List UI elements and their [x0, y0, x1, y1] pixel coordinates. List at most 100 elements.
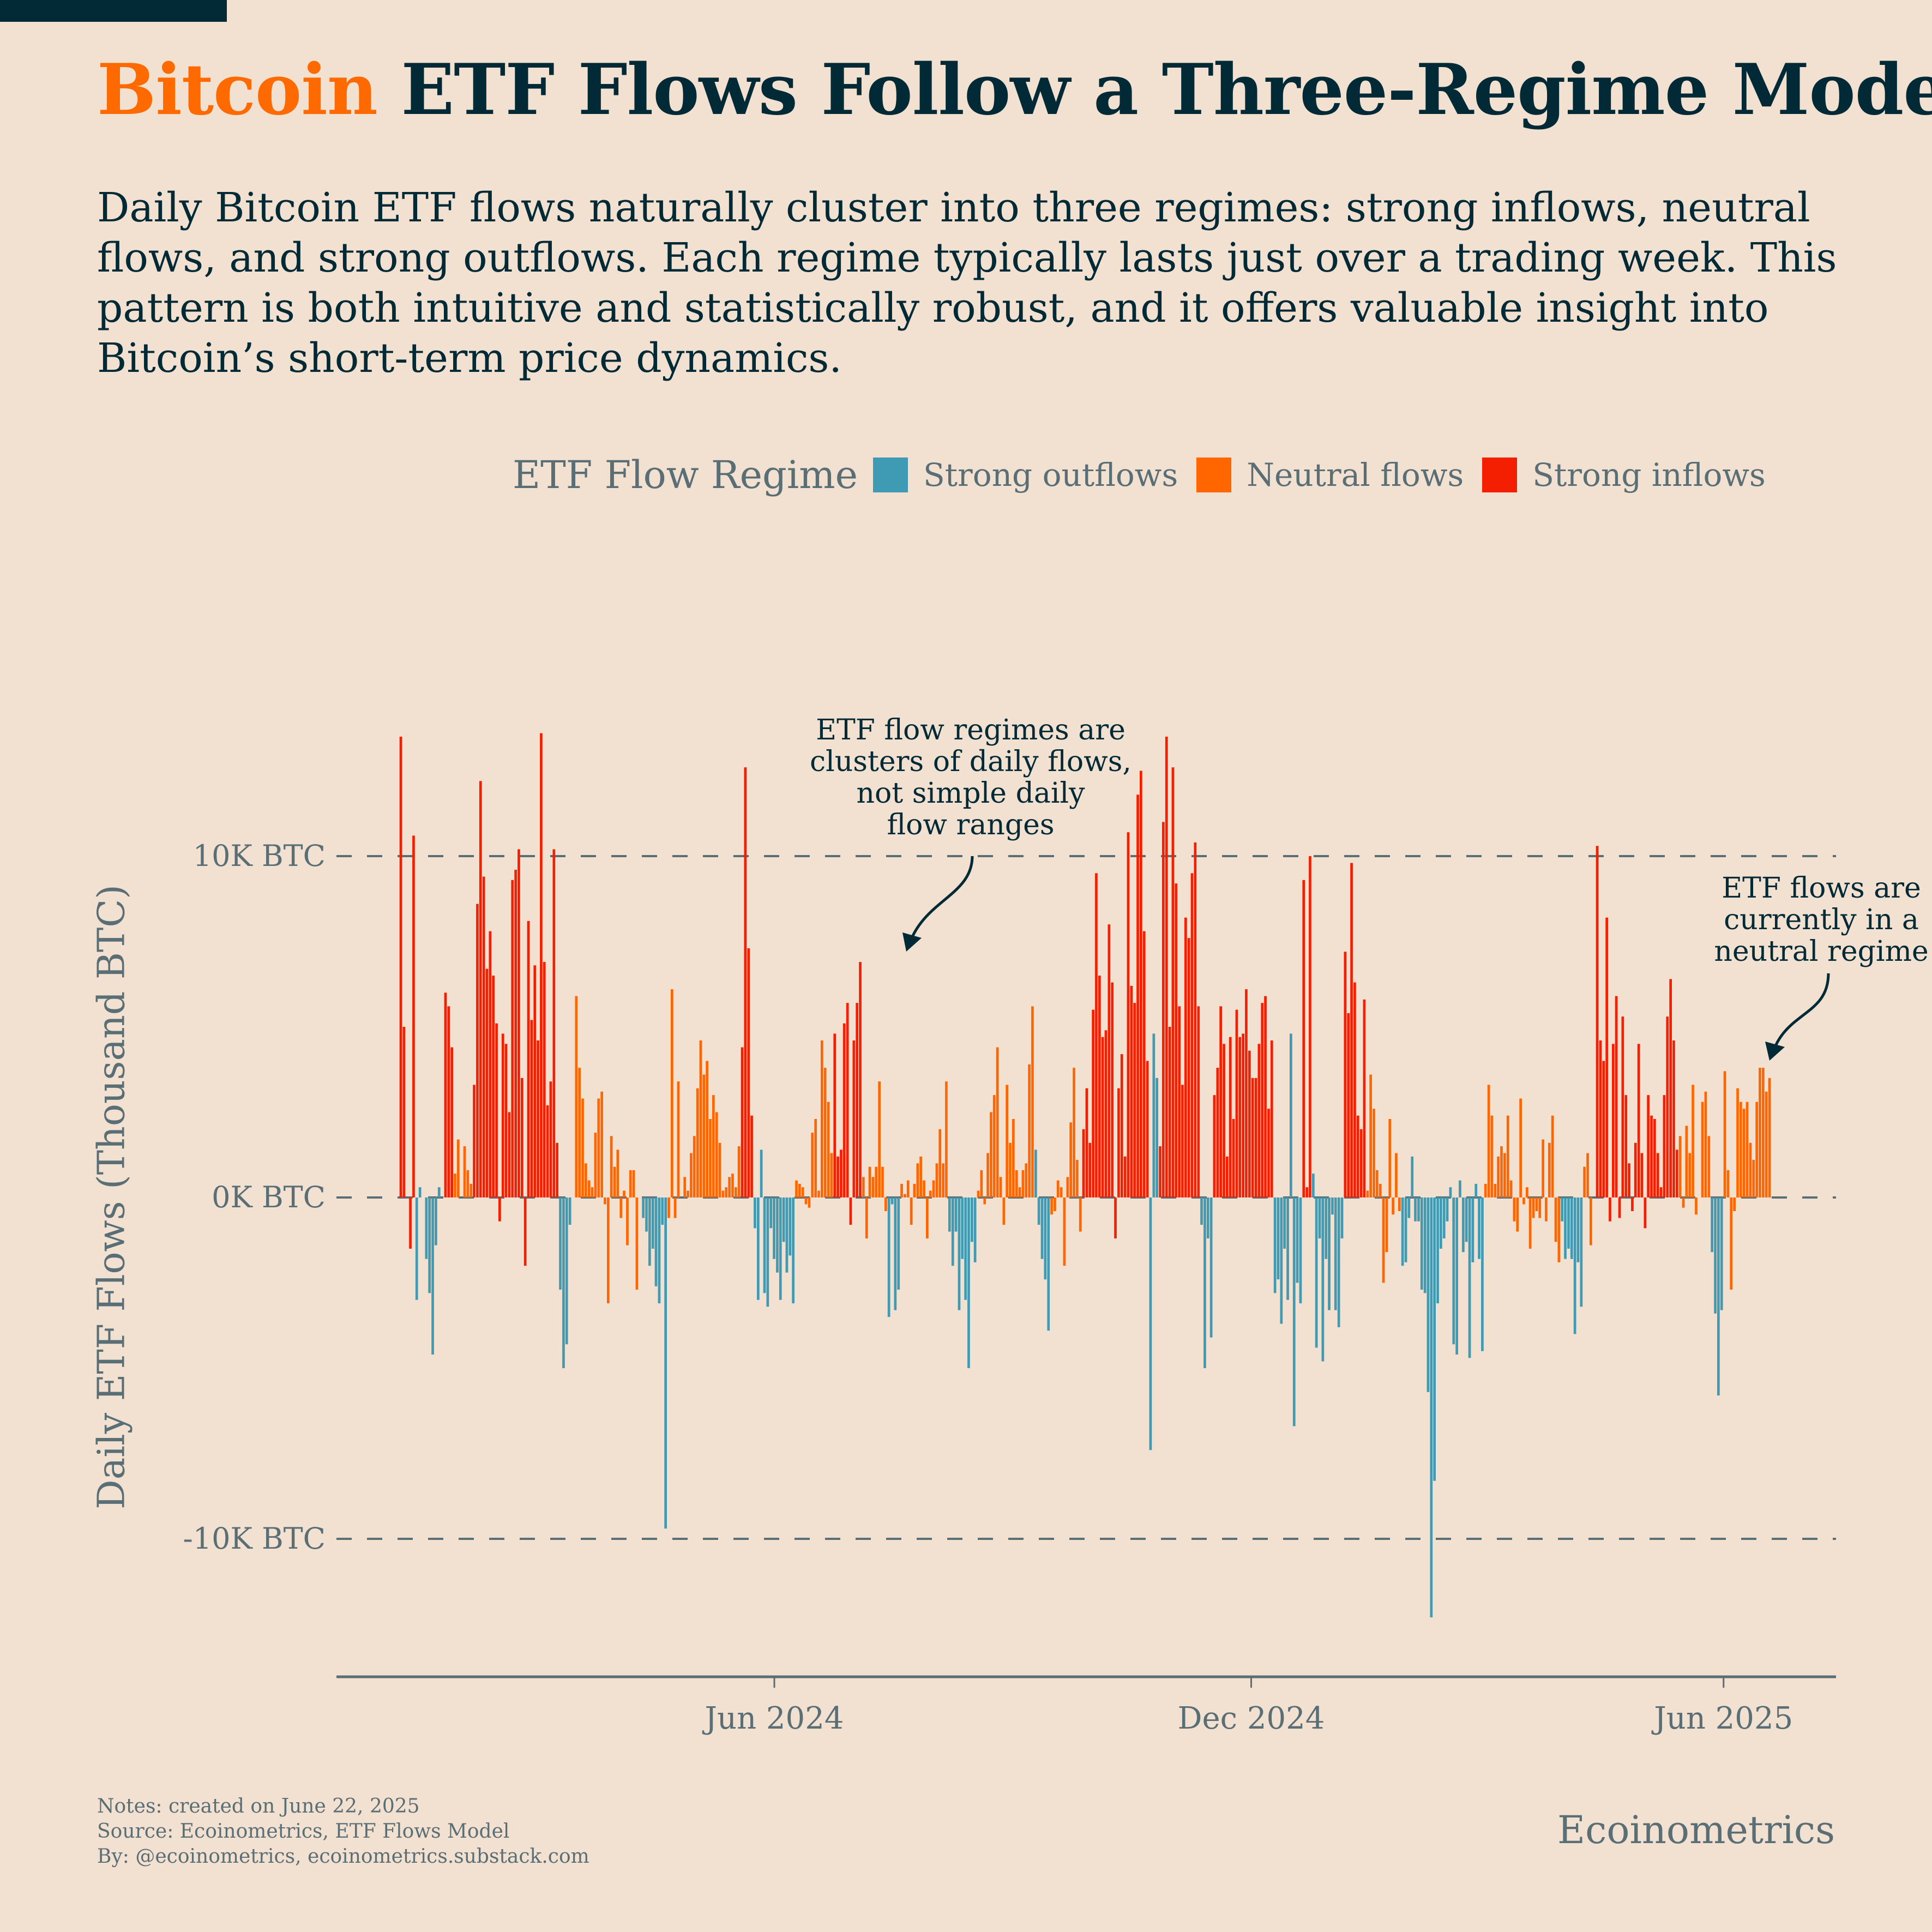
- bar-neutral: [463, 1146, 466, 1197]
- bar-inflow: [744, 767, 747, 1197]
- bar-neutral: [690, 1153, 693, 1197]
- bar-neutral: [1749, 1142, 1752, 1197]
- bar-neutral: [587, 1180, 591, 1197]
- bar-inflow: [1178, 1006, 1181, 1197]
- bar-inflow: [504, 1044, 508, 1197]
- bar-neutral: [868, 1166, 871, 1197]
- bar-inflow: [1302, 880, 1305, 1197]
- bar-neutral: [904, 1194, 906, 1197]
- bar-outflow: [971, 1197, 973, 1242]
- bar-neutral: [1513, 1197, 1516, 1221]
- annotation-arrowhead-1: [902, 932, 922, 952]
- bar-outflow: [648, 1197, 651, 1266]
- bar-outflow: [1321, 1197, 1325, 1362]
- bar-neutral: [865, 1197, 868, 1239]
- bar-neutral: [585, 1163, 587, 1197]
- bar-neutral: [1369, 1074, 1372, 1197]
- bar-neutral: [457, 1139, 460, 1197]
- bar-outflow: [1468, 1197, 1471, 1358]
- bar-neutral: [454, 1173, 456, 1197]
- bar-neutral: [980, 1170, 983, 1197]
- bar-neutral: [712, 1095, 715, 1197]
- bar-inflow: [1344, 952, 1347, 1197]
- bar-inflow: [1245, 989, 1248, 1197]
- bar-neutral: [823, 1068, 827, 1197]
- bar-inflow: [1676, 1149, 1678, 1197]
- annotation-arrowhead-2: [1765, 1042, 1785, 1061]
- bar-neutral: [1590, 1197, 1592, 1245]
- bar-inflow: [840, 1149, 842, 1197]
- footer-by: By: @ecoinometrics, ecoinometrics.substa…: [97, 1845, 589, 1868]
- bar-inflow: [1659, 1187, 1663, 1197]
- bar-outflow: [1286, 1197, 1289, 1300]
- bar-inflow: [1142, 931, 1146, 1197]
- bar-inflow: [1120, 1054, 1123, 1197]
- legend: ETF Flow Regime Strong outflows Neutral …: [513, 453, 1784, 497]
- bar-neutral: [687, 1190, 689, 1197]
- bar-inflow: [1197, 1006, 1200, 1197]
- bar-inflow: [1267, 1109, 1270, 1197]
- bar-inflow: [1213, 1095, 1216, 1197]
- bar-inflow: [1168, 1027, 1171, 1197]
- bar-outflow: [1280, 1197, 1283, 1324]
- bar-outflow: [1430, 1197, 1433, 1617]
- bar-neutral: [607, 1197, 610, 1304]
- bar-neutral: [702, 1074, 706, 1197]
- bar-inflow: [1254, 1078, 1257, 1197]
- bar-inflow: [1637, 1044, 1640, 1197]
- bar-neutral: [916, 1163, 919, 1197]
- bar-inflow: [1187, 938, 1190, 1197]
- bar-outflow: [961, 1197, 964, 1259]
- bar-neutral: [811, 1133, 814, 1197]
- bar-inflow: [1165, 736, 1168, 1197]
- bar-inflow: [750, 1115, 753, 1197]
- bar-outflow: [773, 1197, 775, 1259]
- bar-outflow: [760, 1149, 763, 1197]
- bar-inflow: [1305, 1187, 1308, 1197]
- bar-outflow: [418, 1187, 422, 1197]
- bar-neutral: [1484, 1184, 1487, 1197]
- bar-neutral: [623, 1190, 625, 1197]
- y-tick-label: 0K BTC: [212, 1180, 326, 1214]
- bar-inflow: [1219, 1006, 1222, 1197]
- x-tick-label: Jun 2025: [1651, 1701, 1793, 1736]
- bar-neutral: [1551, 1115, 1554, 1197]
- bar-inflow: [402, 1027, 406, 1197]
- bar-neutral: [591, 1187, 594, 1197]
- bar-outflow: [1462, 1197, 1465, 1253]
- bar-outflow: [1452, 1197, 1455, 1345]
- bar-inflow: [1257, 1044, 1261, 1197]
- bar-neutral: [1015, 1170, 1018, 1197]
- bar-neutral: [804, 1197, 808, 1205]
- page-title: Bitcoin ETF Flows Follow a Three-Regime …: [97, 49, 1932, 131]
- bar-neutral: [942, 1163, 944, 1197]
- bar-neutral: [1535, 1197, 1538, 1211]
- bar-inflow: [1647, 1095, 1650, 1197]
- bar-neutral: [821, 1040, 823, 1197]
- bar-inflow: [1238, 1037, 1242, 1197]
- bar-neutral: [1707, 1136, 1711, 1197]
- bar-outflow: [1149, 1197, 1152, 1450]
- bar-neutral: [1503, 1153, 1506, 1197]
- bar-inflow: [1363, 999, 1366, 1197]
- bar-outflow: [776, 1197, 779, 1273]
- bar-outflow: [1465, 1197, 1468, 1242]
- bar-neutral: [999, 1177, 1002, 1197]
- bar-neutral: [910, 1197, 913, 1225]
- bar-outflow: [964, 1197, 967, 1300]
- bar-outflow: [897, 1197, 900, 1290]
- bar-inflow: [1621, 1016, 1624, 1197]
- bar-inflow: [1235, 1009, 1238, 1197]
- bar-outflow: [890, 1197, 894, 1205]
- bar-neutral: [801, 1187, 804, 1197]
- bar-neutral: [881, 1166, 884, 1197]
- bar-neutral: [871, 1177, 875, 1197]
- bar-inflow: [498, 1197, 501, 1221]
- bar-inflow: [859, 962, 862, 1197]
- bar-inflow: [1666, 1016, 1669, 1197]
- bar-inflow: [747, 948, 750, 1197]
- legend-swatch-outflows: [873, 458, 908, 492]
- bar-neutral: [1742, 1109, 1746, 1197]
- bar-neutral: [1557, 1197, 1561, 1262]
- bar-neutral: [693, 1136, 696, 1197]
